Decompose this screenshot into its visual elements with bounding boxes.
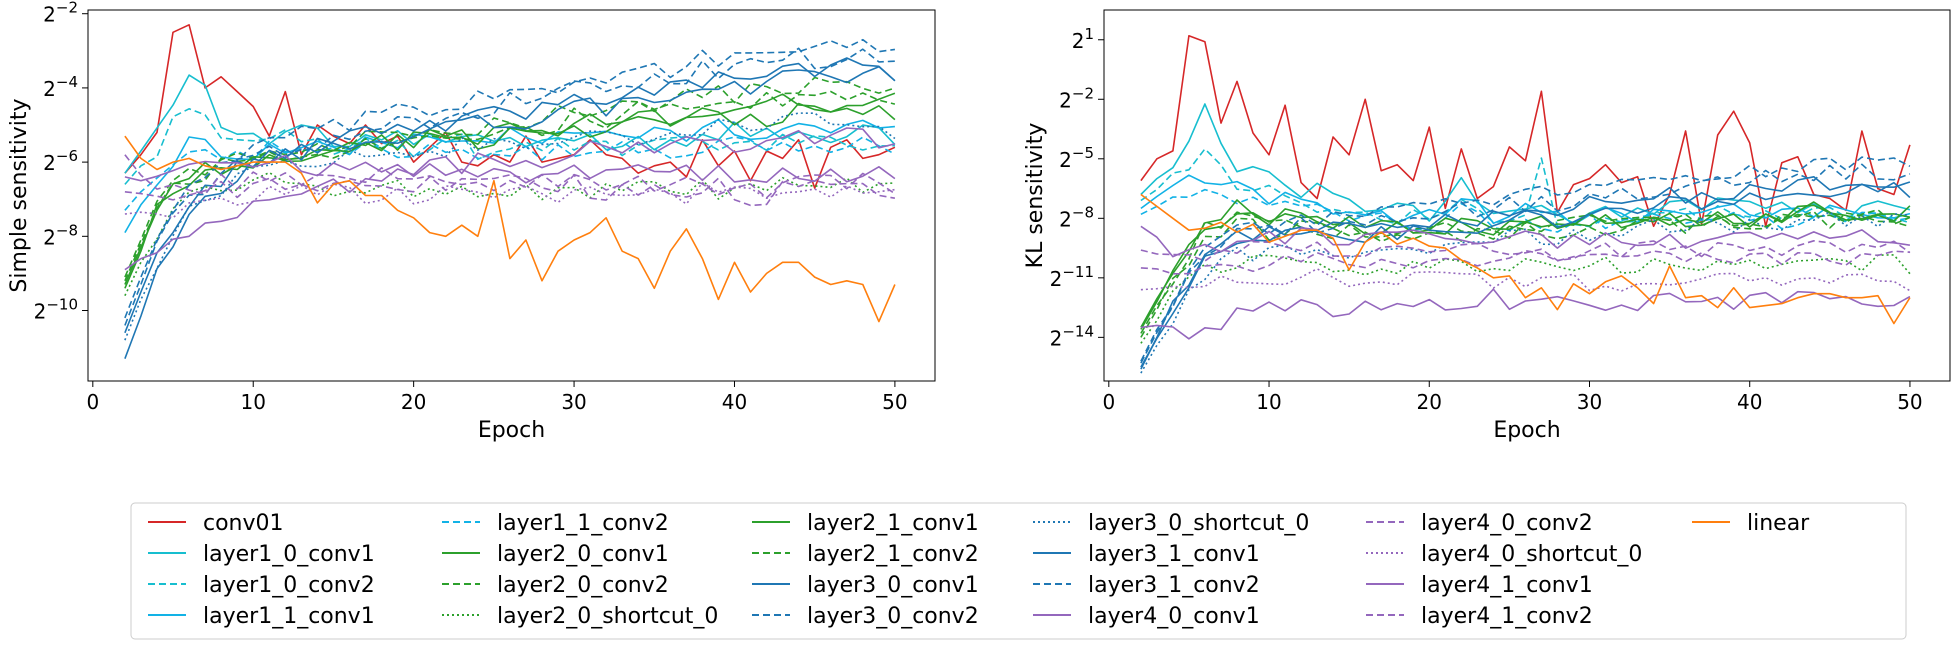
x-tick-label: 40 [1737,390,1762,414]
x-tick-label: 10 [241,390,266,414]
y-tick-exponent: −4 [56,73,78,91]
y-tick-label: 2−14 [1050,322,1094,350]
simple-sensitivity-chart: 0 10 20 30 40 50 2−2 2−4 2−6 2−8 2−10 Epoch Simple s… [7,0,936,443]
legend-label: layer2_1_conv1 [807,511,979,536]
y-tick-label: 2−6 [43,147,78,175]
series-line-layer4_0_shortcut_0 [1140,267,1911,292]
legend-frame [130,502,1907,640]
y-tick-label: 2−10 [34,296,78,324]
x-tick-label: 0 [86,390,99,414]
legend-label: layer3_0_conv2 [807,604,979,629]
series-line-layer2_1_conv2 [124,76,896,278]
legend-label: layer2_0_conv2 [497,573,669,598]
series-line-layer4_1_conv1 [124,154,896,184]
series-line-linear [124,135,896,323]
series-line-layer1_0_conv2 [124,108,895,185]
x-tick-label: 20 [1417,390,1442,414]
series-line-layer1_1_conv2 [1140,188,1911,233]
plot-frame [1103,9,1951,382]
legend-label: layer1_1_conv2 [497,511,669,536]
legend-label: layer4_1_conv1 [1421,573,1593,598]
series-line-layer3_0_conv1 [124,65,896,359]
y-tick-label: 2−8 [43,221,78,249]
legend-label: layer1_1_conv1 [203,604,375,629]
plot-frame [87,9,936,382]
y-tick-label: 2−11 [1050,263,1094,291]
series-line-layer3_1_conv2 [124,38,896,319]
x-tick-label: 50 [882,390,907,414]
series-line-layer4_0_conv1 [124,127,896,271]
legend-label: linear [1747,511,1810,536]
y-tick-exponent: −2 [56,0,78,17]
series-line-layer2_1_conv1 [124,92,896,285]
series-line-layer4_0_conv2 [124,174,896,207]
y-tick-exponent: −6 [56,147,78,165]
y-tick-exponent: −11 [1062,263,1094,281]
series-line-layer2_0_shortcut_0 [124,171,895,297]
legend-label: layer3_1_conv2 [1088,573,1260,598]
y-tick-exponent: −2 [1072,84,1094,102]
legend: conv01 layer1_0_conv1 layer1_0_conv2 layer1… [130,502,1907,640]
y-tick-label: 2−2 [43,0,78,27]
series-line-conv01 [1140,34,1911,228]
y-tick-label: 21 [1072,25,1094,53]
legend-label: layer2_1_conv2 [807,542,979,567]
legend-label: layer1_0_conv2 [203,573,375,598]
series-line-layer1_1_conv1 [1140,174,1911,226]
y-tick-label: 2−2 [1059,84,1094,112]
series-line-layer4_1_conv1 [1140,225,1911,258]
x-tick-label: 30 [1577,390,1602,414]
legend-label: layer4_0_conv1 [1088,604,1260,629]
series-line-layer3_1_conv2 [1140,156,1911,362]
legend-label: layer2_0_conv1 [497,542,669,567]
y-axis-title: Simple sensitivity [7,98,32,292]
x-tick-label: 0 [1102,390,1115,414]
legend-label: layer2_0_shortcut_0 [497,604,718,629]
legend-label: conv01 [203,511,284,536]
series-line-layer3_1_conv1 [1140,176,1911,370]
x-tick-label: 40 [722,390,747,414]
y-axis-title: KL sensitivity [1023,123,1048,269]
series-line-layer4_1_conv2 [124,154,896,199]
y-tick-exponent: −14 [1062,322,1094,340]
x-tick-label: 30 [561,390,586,414]
y-tick-label: 2−4 [43,73,78,101]
legend-label: layer1_0_conv1 [203,542,375,567]
legend-label: layer4_0_shortcut_0 [1421,542,1642,567]
series-line-layer1_0_conv1 [1140,103,1911,224]
x-axis-title: Epoch [478,418,545,443]
series-line-layer2_0_conv2 [1140,209,1911,334]
y-tick-exponent: −5 [1072,144,1094,162]
y-tick-exponent: −8 [1072,203,1094,221]
y-tick-label: 2−5 [1059,144,1094,172]
series-line-layer3_0_conv2 [1140,163,1911,364]
legend-label: layer3_0_shortcut_0 [1088,511,1309,536]
y-tick-label: 2−8 [1059,203,1094,231]
x-tick-label: 10 [1256,390,1281,414]
y-tick-exponent: −8 [56,221,78,239]
series-line-layer1_1_conv2 [124,136,896,211]
series-line-layer3_0_shortcut_0 [1140,211,1910,374]
series-line-layer1_0_conv2 [1140,148,1911,228]
legend-label: layer4_0_conv2 [1421,511,1593,536]
x-tick-label: 50 [1897,390,1922,414]
kl-sensitivity-chart: 0 10 20 30 40 50 21 2−2 2−5 2−8 2−11 2−14 Epoch KL se… [1023,9,1951,443]
x-tick-label: 20 [401,390,426,414]
series-line-layer3_0_conv2 [124,47,895,326]
series-line-linear [1140,193,1911,325]
legend-label: layer4_1_conv2 [1421,604,1593,629]
series-line-layer4_0_conv2 [1140,249,1910,275]
series-line-layer3_0_shortcut_0 [124,112,896,341]
legend-label: layer3_0_conv1 [807,573,979,598]
y-tick-exponent: −10 [46,296,78,314]
legend-label: layer3_1_conv1 [1088,542,1260,567]
x-axis-title: Epoch [1493,418,1560,443]
y-tick-exponent: 1 [1084,25,1094,43]
